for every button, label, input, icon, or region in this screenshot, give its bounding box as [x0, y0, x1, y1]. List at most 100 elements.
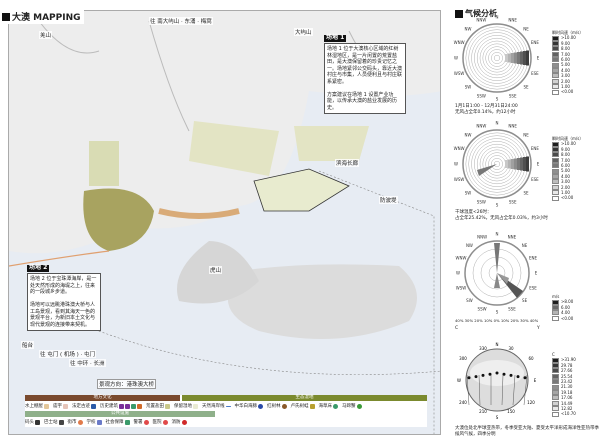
rose3-dir-label: W — [456, 271, 460, 276]
scale-entry: <10.70 — [552, 411, 576, 417]
rose3-dir-label: NE — [522, 243, 528, 248]
rose2-bar — [523, 157, 526, 171]
rose1-dir-label: SE — [523, 84, 529, 89]
scale-entry: 4.00 — [552, 310, 573, 316]
rose3-dir-label: SSE — [508, 307, 516, 312]
sun-point — [495, 371, 499, 375]
rose2-dir-label: WSW — [454, 177, 464, 182]
scale-entry: <0.00 — [552, 316, 573, 321]
scale-entry: 9.00 — [552, 41, 583, 47]
scale-entry: <0.00 — [552, 89, 583, 95]
rose1-bar — [526, 50, 529, 66]
rose1-dir-label: SSE — [509, 93, 517, 98]
rose2-dir-label: N — [496, 121, 499, 126]
rose2-dir-label: NNW — [476, 124, 486, 129]
rose2-bar — [520, 157, 523, 171]
rose2-dir-label: NNE — [508, 124, 517, 129]
scale-entry: 8.00 — [552, 152, 583, 158]
scale-entry: 4.00 — [552, 68, 583, 74]
legend-row-2: 码头 巴士站 街市 学校 社会保障 警署 医院 消防 — [25, 419, 427, 425]
rose3-axis-left: C — [455, 326, 459, 331]
label-origin: 船台 — [21, 341, 35, 349]
sun-meridian — [501, 374, 504, 406]
rose1-bar — [523, 51, 526, 65]
rose1-dir-label: S — [496, 97, 499, 102]
scale-entry: 25.54 — [552, 374, 576, 379]
rose3-petal — [494, 273, 500, 288]
map-legend: 地方文化 生态湿地 水上棚屋 庙宇 法定古迹 历史建筑 荒置盐田 保留湿地 天然… — [25, 395, 427, 427]
scale-title: m/s — [552, 294, 560, 299]
speed-legend-3: m/s >8.00 6.00 4.00 <0.00 — [552, 294, 573, 321]
legend-item: 码头 — [25, 419, 40, 425]
rose2-bar — [511, 159, 514, 169]
scale-title: C — [552, 352, 555, 357]
rose1-bar — [514, 52, 517, 64]
rose3-dir-label: WNW — [456, 256, 467, 261]
rose1-bar — [517, 52, 520, 64]
speed-legend-1: 瞬时风速（m/s） >10.00 9.00 8.00 7.00 6.00 5.00 4.00 3… — [552, 30, 583, 95]
sun-angle-label: 300 — [459, 356, 467, 361]
legend-item: 马蹄蟹 — [342, 403, 362, 409]
legend-item: 荒置盐田 — [146, 403, 170, 409]
legend-item: 消防 — [172, 419, 187, 425]
climate-panel: 气候分析 N NNE NE ENE E ESE SE SSE S SSW SW WSW W WNW NW NN… — [447, 0, 600, 444]
sun-meridian — [478, 374, 481, 406]
rose2-dir-label: NW — [465, 133, 472, 138]
scale-entry: 7.00 — [552, 158, 583, 163]
site1-callout: 场地 1 场地 1 位于大澳核心区域的红树林湿地区，是一片闲置的荒置盐田，是大澳… — [324, 34, 406, 114]
scale-entry: >10.00 — [552, 141, 583, 147]
rose2-bar — [514, 158, 517, 170]
rose2-dir-label: ESE — [531, 177, 539, 182]
rose1-bar — [520, 51, 523, 65]
scale-entry: 1.00 — [552, 190, 583, 196]
sun-point — [488, 372, 492, 376]
rose3-dir-label: NW — [466, 243, 473, 248]
scale-entry: 23.42 — [552, 379, 576, 385]
rose1-dir-label: NNW — [476, 18, 486, 23]
scale-entry: 17.06 — [552, 395, 576, 401]
legend-item: 海草床 — [319, 403, 338, 409]
rose2-caption: 干球温度<26时： 占全年25.42%，无风占全年0.03%，约3小时 — [455, 210, 548, 221]
label-peak-right: 大屿山 — [294, 28, 313, 36]
scale-entry: 6.00 — [552, 163, 583, 169]
rose2-bar — [508, 159, 511, 169]
rose2-ring — [462, 129, 532, 199]
rose2-dir-label: SSE — [509, 199, 517, 204]
rose3-dir-label: WSW — [456, 285, 466, 290]
scale-entry: 29.78 — [552, 363, 576, 369]
rose3-axis-right: Y — [537, 326, 540, 331]
rose3-dir-label: SW — [466, 298, 473, 303]
legend-row-1: 水上棚屋 庙宇 法定古迹 历史建筑 荒置盐田 保留湿地 天然海岸线 中华白海豚 … — [25, 403, 427, 409]
temperature-legend: C >31.90 29.78 27.66 25.54 23.42 21.30 19.18 17.… — [552, 352, 576, 417]
scale-entry: 27.66 — [552, 368, 576, 374]
legend-item: 水上棚屋 — [25, 403, 49, 409]
label-tiger-hill: 虎山 — [209, 266, 223, 274]
rose2-dir-label: SSW — [477, 199, 486, 204]
sun-point — [481, 373, 485, 377]
rose3-dir-label: SE — [522, 298, 528, 303]
rose3-petal — [494, 243, 500, 273]
climate-diagrams: NNNENEENEEESESESSESSSWSWWSWWWNWNWNNWNNNE… — [454, 15, 540, 421]
rose1-dir-label: SSW — [477, 93, 486, 98]
label-bridge-direction: 景观方向：港珠澳大桥 — [97, 379, 157, 389]
scale-entry: 2.00 — [552, 185, 583, 190]
legend-item: 天然海岸线 — [202, 403, 231, 409]
sun-angle-label: 210 — [479, 409, 487, 414]
scale-entry: 1.00 — [552, 84, 583, 90]
legend-item: 学校 — [87, 419, 102, 425]
rose2-ring — [493, 160, 501, 168]
sun-meridian — [523, 374, 528, 406]
scale-entry: 6.00 — [552, 57, 583, 63]
map[interactable]: 往 南大屿山 · 东涌 · 梅窝 羌山 大屿山 滨海长廊 防波堤 虎山 船台 往… — [8, 10, 441, 435]
speed-legend-2: 瞬时风速（m/s） >10.00 9.00 8.00 7.00 6.00 5.00 4.00 3… — [552, 136, 583, 201]
sun-angle-label: 150 — [507, 409, 515, 414]
site2-callout: 场地 2 场地 2 位于宝珠潭海岸，是一处天然形成的海堤之上，往来的一段城乡步道… — [27, 264, 101, 331]
rose1-dir-label: E — [537, 56, 540, 61]
rose3-dir-label: SSW — [478, 307, 487, 312]
rose3-dir-label: S — [496, 310, 499, 315]
sun-angle-label: 60 — [528, 356, 534, 361]
scale-entry: 6.00 — [552, 305, 573, 311]
scale-entry: 2.00 — [552, 79, 583, 84]
rose1-dir-label: NE — [523, 27, 529, 32]
rose1-ring — [493, 54, 501, 62]
